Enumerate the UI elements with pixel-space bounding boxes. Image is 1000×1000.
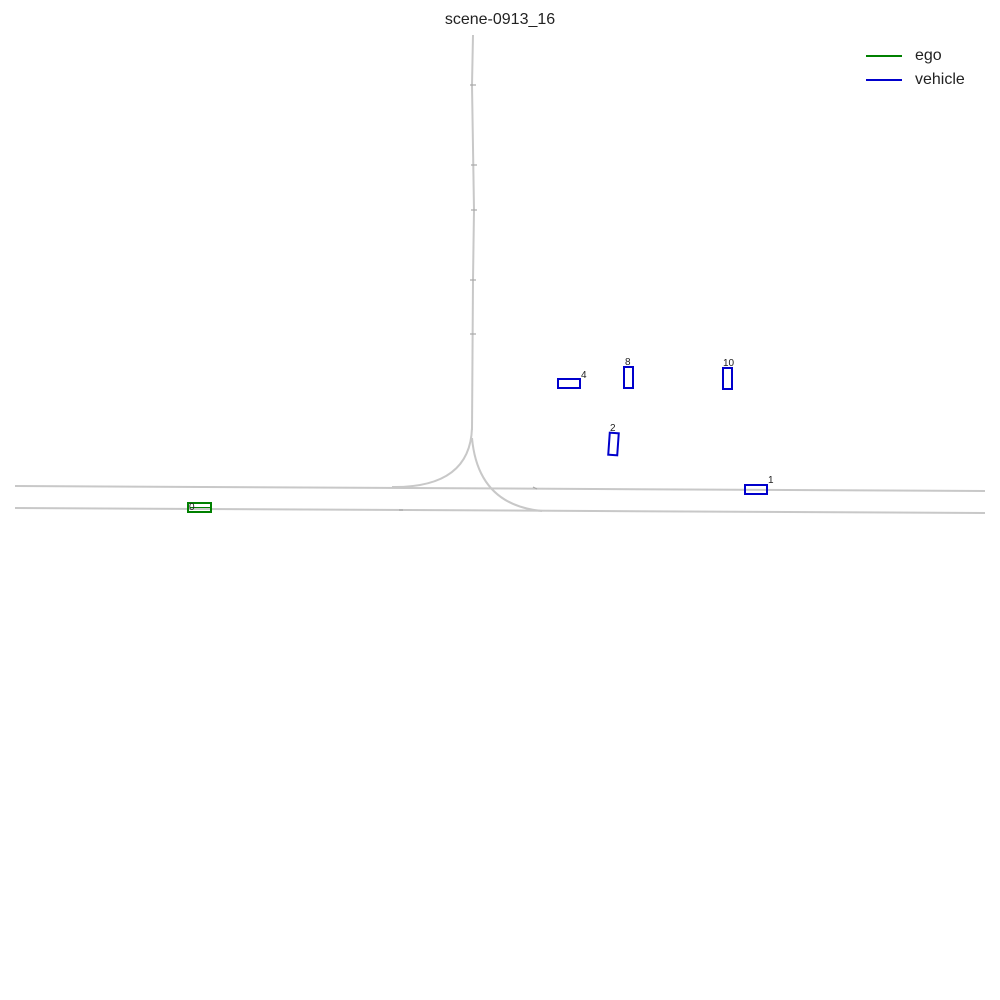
legend: ego vehicle: [866, 44, 965, 92]
agent-vehicle-1: 1: [744, 475, 774, 495]
agent-id-label: 2: [610, 423, 616, 434]
agent-id-label: 8: [625, 357, 631, 368]
lane-turn-left: [391, 427, 473, 489]
lane-turn-right: [471, 437, 543, 512]
legend-swatch-ego: [866, 55, 902, 57]
vehicle-box: [623, 366, 634, 389]
agent-id-label: 0: [189, 502, 195, 513]
lane-lower: [14, 507, 986, 514]
agent-vehicle-2: 2: [607, 423, 620, 457]
vehicle-box: [744, 484, 768, 495]
legend-swatch-vehicle: [866, 79, 902, 81]
agent-vehicle-10: 10: [722, 358, 735, 390]
agent-id-label: 4: [581, 370, 587, 381]
lane-marker: [532, 486, 538, 490]
agent-vehicle-8: 8: [623, 357, 634, 389]
legend-label: vehicle: [915, 71, 965, 88]
legend-label: ego: [915, 47, 942, 64]
agent-id-label: 1: [768, 475, 774, 486]
vehicle-box: [557, 378, 581, 389]
agent-ego-0: 0: [187, 502, 212, 513]
vehicle-box: [722, 367, 733, 390]
scene-title: scene-0913_16: [444, 11, 556, 28]
agent-vehicle-4: 4: [557, 370, 587, 389]
lane-vertical: [470, 34, 476, 431]
lane-upper: [14, 485, 986, 492]
lane-network: [14, 34, 986, 514]
agent-id-label: 10: [723, 358, 735, 369]
legend-item-vehicle: vehicle: [866, 68, 965, 92]
legend-item-ego: ego: [866, 44, 965, 68]
vehicle-box: [607, 431, 620, 457]
